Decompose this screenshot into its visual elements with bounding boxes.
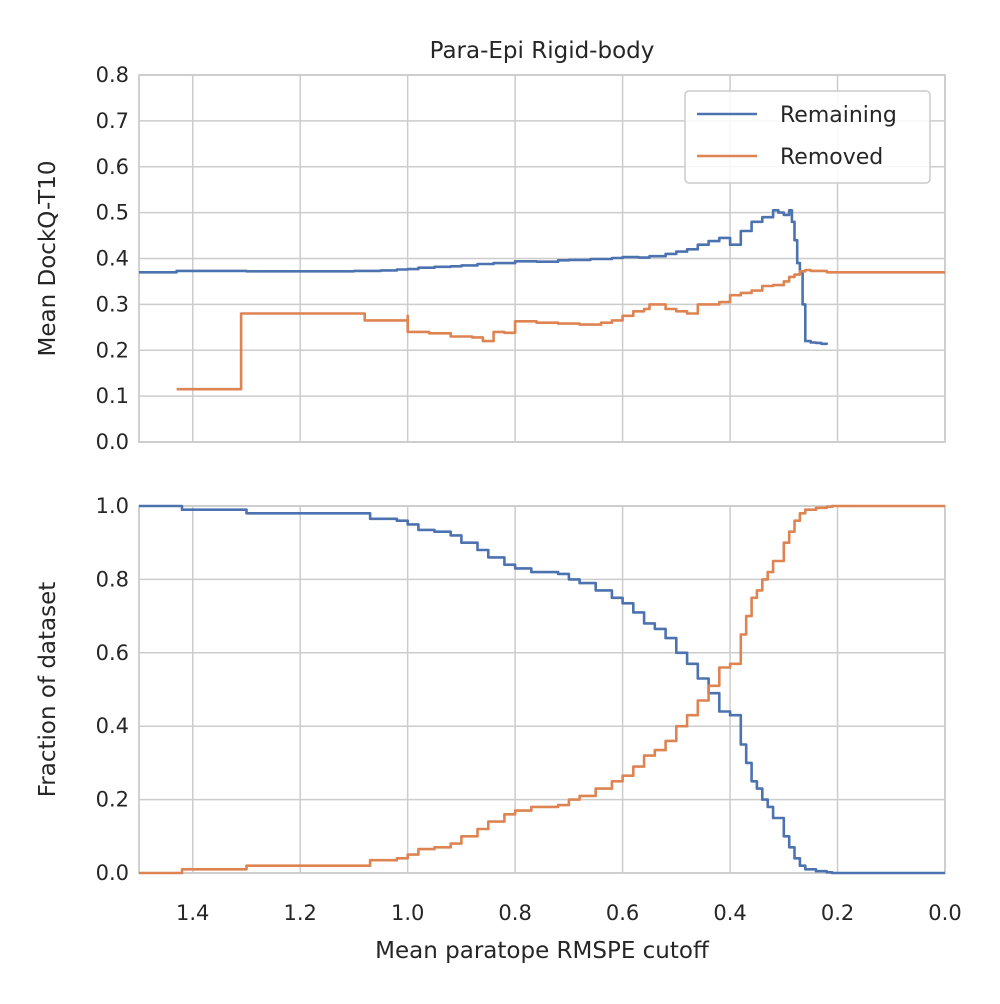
y-tick-label: 0.2 — [96, 338, 129, 362]
y-axis-label: Fraction of dataset — [35, 582, 61, 798]
x-tick-label: 1.4 — [176, 901, 209, 925]
x-tick-label: 0.6 — [606, 901, 639, 925]
chart-title: Para-Epi Rigid-body — [430, 38, 655, 64]
series-line-removed — [139, 504, 945, 875]
series-line-remaining — [139, 504, 945, 875]
x-tick-label: 1.0 — [391, 901, 424, 925]
legend: Remaining Removed — [684, 90, 931, 184]
y-axis-label: Mean DockQ-T10 — [35, 161, 61, 357]
y-tick-label: 0.8 — [96, 567, 129, 591]
chart-panel-2: 0.0 0.2 0.4 0.6 0.8 1.0 1.4 1.2 1.0 0.8 0.6 0.4 0.2 0… — [35, 494, 962, 964]
series-line-remaining — [139, 209, 829, 346]
y-tick-label: 0.6 — [96, 155, 129, 179]
y-tick-label: 0.4 — [96, 247, 129, 271]
x-axis-label: Mean paratope RMSPE cutoff — [375, 938, 710, 964]
y-tick-label: 0.0 — [96, 430, 129, 454]
y-tick-label: 0.2 — [96, 788, 129, 812]
plot-frame — [138, 505, 946, 874]
y-tick-label: 1.0 — [96, 494, 129, 518]
x-tick-label: 0.8 — [498, 901, 531, 925]
y-tick-label: 0.4 — [96, 714, 129, 738]
legend-label-remaining: Remaining — [780, 103, 897, 128]
plot-frame — [138, 74, 946, 443]
y-tick-label: 0.7 — [96, 109, 129, 133]
x-tick-label: 1.2 — [283, 901, 316, 925]
chart-panel-1: 0.0 0.1 0.2 0.3 0.4 0.5 0.6 0.7 0.8 Para-Epi Rigi… — [35, 38, 946, 454]
x-tick-label: 0.0 — [928, 901, 961, 925]
legend-label-removed: Removed — [780, 145, 883, 170]
y-tick-label: 0.0 — [96, 861, 129, 885]
y-tick-label: 0.8 — [96, 63, 129, 87]
y-tick-label: 0.3 — [96, 292, 129, 316]
x-tick-label: 0.2 — [821, 901, 854, 925]
y-tick-label: 0.5 — [96, 201, 129, 225]
y-tick-label: 0.6 — [96, 641, 129, 665]
y-tick-label: 0.1 — [96, 384, 129, 408]
x-tick-label: 0.4 — [713, 901, 746, 925]
series-line-removed — [176, 268, 945, 391]
